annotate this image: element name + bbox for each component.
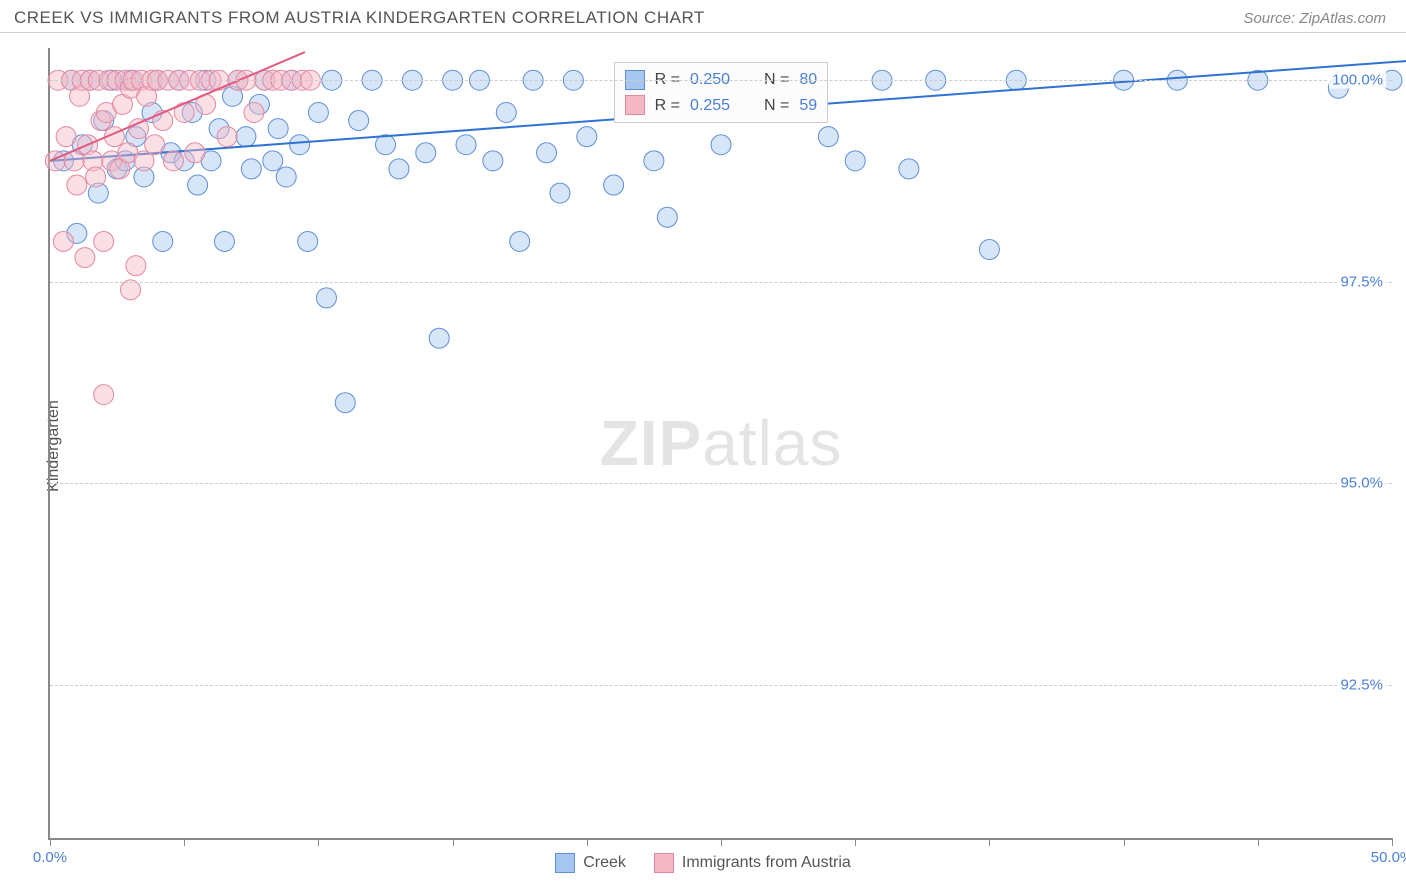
data-point xyxy=(298,231,318,251)
data-point xyxy=(496,102,516,122)
data-point xyxy=(276,167,296,187)
data-point xyxy=(456,135,476,155)
ytick-label: 100.0% xyxy=(1329,72,1386,89)
data-point xyxy=(121,280,141,300)
data-point xyxy=(537,143,557,163)
data-point xyxy=(56,127,76,147)
data-point xyxy=(185,143,205,163)
data-point xyxy=(214,231,234,251)
data-point xyxy=(429,328,449,348)
ytick-label: 97.5% xyxy=(1337,273,1386,290)
plot-svg xyxy=(50,48,1392,838)
xtick xyxy=(184,838,185,846)
data-point xyxy=(153,231,173,251)
data-point xyxy=(129,119,149,139)
data-point xyxy=(657,207,677,227)
data-point xyxy=(94,231,114,251)
data-point xyxy=(126,256,146,276)
data-point xyxy=(577,127,597,147)
legend-swatch xyxy=(555,853,575,873)
data-point xyxy=(241,159,261,179)
chart-title: CREEK VS IMMIGRANTS FROM AUSTRIA KINDERG… xyxy=(14,8,705,28)
data-point xyxy=(550,183,570,203)
data-point xyxy=(188,175,208,195)
data-point xyxy=(217,127,237,147)
data-point xyxy=(86,167,106,187)
gridline xyxy=(50,282,1392,283)
data-point xyxy=(389,159,409,179)
gridline xyxy=(50,80,1392,81)
xtick xyxy=(855,838,856,846)
data-point xyxy=(376,135,396,155)
plot-region: ZIPatlas R =0.250N =80R =0.255N =59 92.5… xyxy=(48,48,1392,840)
xtick xyxy=(721,838,722,846)
chart-area: ZIPatlas R =0.250N =80R =0.255N =59 92.5… xyxy=(48,48,1392,840)
data-point xyxy=(604,175,624,195)
data-point xyxy=(75,248,95,268)
legend-n-label: N = xyxy=(764,93,789,119)
legend-r-value: 0.255 xyxy=(690,93,730,119)
data-point xyxy=(510,231,530,251)
xtick xyxy=(1392,838,1393,846)
data-point xyxy=(899,159,919,179)
legend-label: Creek xyxy=(583,854,626,872)
data-point xyxy=(53,231,73,251)
legend-n-value: 59 xyxy=(799,93,817,119)
legend-r-label: R = xyxy=(655,93,680,119)
ytick-label: 92.5% xyxy=(1337,676,1386,693)
data-point xyxy=(308,102,328,122)
data-point xyxy=(67,175,87,195)
xtick xyxy=(50,838,51,846)
data-point xyxy=(45,151,65,171)
data-point xyxy=(416,143,436,163)
correlation-legend: R =0.250N =80R =0.255N =59 xyxy=(614,62,829,123)
legend-swatch xyxy=(625,95,645,115)
legend-row: R = 0.255 N = 59 xyxy=(625,93,818,119)
chart-source: Source: ZipAtlas.com xyxy=(1243,10,1386,27)
data-point xyxy=(163,151,183,171)
series-legend-item: Creek xyxy=(555,853,626,873)
data-point xyxy=(644,151,664,171)
data-point xyxy=(818,127,838,147)
data-point xyxy=(335,393,355,413)
xtick xyxy=(318,838,319,846)
data-point xyxy=(244,102,264,122)
data-point xyxy=(290,135,310,155)
series-legend: Creek Immigrants from Austria xyxy=(0,853,1406,878)
legend-label: Immigrants from Austria xyxy=(682,854,851,872)
data-point xyxy=(263,151,283,171)
data-point xyxy=(316,288,336,308)
xtick xyxy=(587,838,588,846)
xtick xyxy=(1258,838,1259,846)
data-point xyxy=(483,151,503,171)
data-point xyxy=(145,135,165,155)
gridline xyxy=(50,483,1392,484)
data-point xyxy=(845,151,865,171)
xtick xyxy=(453,838,454,846)
xtick xyxy=(1124,838,1125,846)
data-point xyxy=(979,240,999,260)
ytick-label: 95.0% xyxy=(1337,475,1386,492)
data-point xyxy=(349,111,369,131)
data-point xyxy=(268,119,288,139)
chart-header: CREEK VS IMMIGRANTS FROM AUSTRIA KINDERG… xyxy=(0,0,1406,33)
data-point xyxy=(711,135,731,155)
legend-swatch xyxy=(654,853,674,873)
data-point xyxy=(94,385,114,405)
gridline xyxy=(50,685,1392,686)
series-legend-item: Immigrants from Austria xyxy=(654,853,851,873)
data-point xyxy=(236,127,256,147)
xtick xyxy=(989,838,990,846)
